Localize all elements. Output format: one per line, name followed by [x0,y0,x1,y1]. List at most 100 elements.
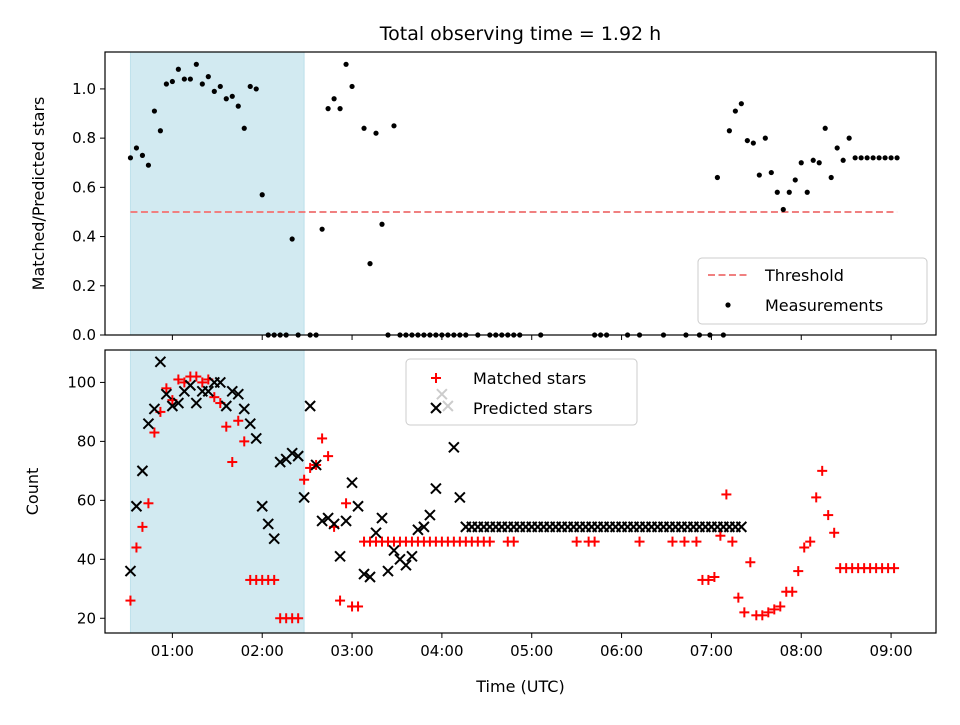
measurement-point [127,155,134,161]
measurement-point [193,61,199,67]
measurement-point [864,155,870,161]
matched-star-point [763,607,774,618]
predicted-star-point [148,403,161,415]
measurement-point [361,125,367,131]
matched-star-point [335,595,346,606]
measurement-point [217,83,223,90]
predicted-star-point [316,515,328,527]
predicted-star-point [310,459,322,471]
y-tick-label: 1.0 [72,80,96,98]
measurement-point [870,155,876,161]
measurement-point [229,93,235,99]
measurement-point [726,128,732,134]
measurement-point [804,189,810,195]
predicted-star-point [292,450,304,462]
matched-star-point [161,383,172,394]
matched-star-point [143,498,154,509]
predicted-star-point [142,417,155,430]
measurement-point [391,123,397,129]
matched-star-point [679,536,690,547]
measurement-point [780,206,786,213]
matched-star-point [775,601,786,612]
measurement-point [876,155,882,161]
x-tick-label: 03:00 [330,642,373,660]
matched-star-point [149,427,160,438]
matched-star-point [769,604,780,615]
matched-star-point [757,610,768,621]
predicted-star-point [238,403,250,415]
measurement-point [139,152,146,158]
y-tick-label: 0.4 [72,228,96,246]
measurement-point [211,88,217,94]
matched-star-point [793,566,804,577]
x-tick-label: 07:00 [690,642,733,660]
legend-predicted-label: Predicted stars [473,399,593,418]
predicted-star-point [124,565,137,577]
shaded-interval [129,51,305,336]
matched-star-point [233,415,244,426]
matched-star-point [353,601,364,612]
matched-star-point [173,374,184,385]
y-tick-label: 0.8 [72,129,96,147]
x-tick-label: 05:00 [510,642,553,660]
measurement-point [181,76,187,82]
predicted-star-point [160,388,173,400]
measurement-point [852,155,858,161]
measurement-point [133,145,140,151]
matched-star-point [484,536,495,547]
predicted-star-point [250,432,262,445]
matched-star-point [799,542,810,553]
predicted-star-point [262,518,274,530]
matched-star-point [703,574,714,585]
predicted-star-point [388,544,400,557]
measurement-point [894,155,900,161]
predicted-star-point [274,456,286,468]
legend-measurements-swatch [725,302,731,308]
predicted-star-point [172,397,185,409]
matched-star-point [739,607,750,618]
matched-star-point [721,489,732,500]
measurement-point [349,83,355,90]
measurement-point [223,96,229,102]
measurement-point [235,103,241,109]
shaded-interval [129,349,305,634]
predicted-star-point [376,512,388,524]
legend-measurements-label: Measurements [765,296,883,315]
measurement-point [750,140,756,146]
measurement-point [259,192,265,198]
matched-star-point [715,530,726,541]
predicted-star-point [304,400,316,412]
measurement-point [205,74,211,80]
y-axis-label: Count [23,468,42,516]
matched-star-point [634,536,645,547]
measurement-point [367,261,373,267]
predicted-star-point [214,376,226,389]
matched-star-point [323,451,334,462]
measurement-point [810,157,816,163]
panel-bottom: 20 40 60 80 100 01:00 02:00 03:00 04:00 05:00 06:0… [23,349,937,696]
measurement-point [337,106,343,112]
measurement-point [175,66,181,72]
predicted-star-point [352,500,364,512]
predicted-star-point [382,565,394,577]
matched-star-point [733,592,744,603]
matched-star-point [805,536,816,547]
predicted-star-point [154,356,167,368]
measurement-point [714,174,720,181]
y-tick-label: 100 [67,373,96,391]
predicted-star-point [430,482,442,495]
measurement-point [834,145,840,151]
series-predicted-stars [124,356,748,583]
measurement-point [187,76,193,82]
predicted-star-point [298,491,310,504]
y-tick-label: 80 [77,432,96,450]
predicted-star-point [340,515,352,527]
matched-star-point [889,563,900,574]
legend-predicted-swatch [430,402,442,414]
matched-star-point [823,510,834,521]
matched-star-point [197,377,208,388]
predicted-star-point [412,524,424,536]
predicted-star-point [370,527,382,539]
matched-star-point [817,465,828,476]
matched-star-point [787,586,798,597]
